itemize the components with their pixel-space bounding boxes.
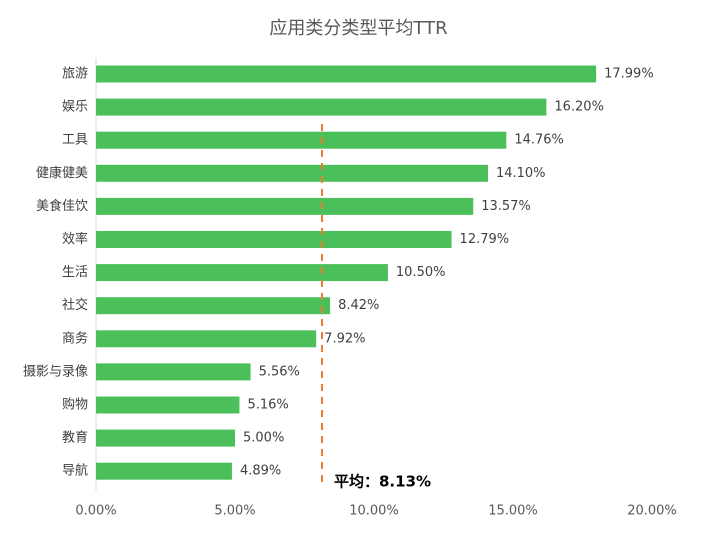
x-tick-label: 20.00%	[627, 504, 677, 519]
bar	[96, 297, 331, 315]
data-label: 13.57%	[481, 199, 531, 214]
bar	[96, 363, 251, 381]
category-label: 商务	[62, 330, 88, 346]
bar	[96, 98, 547, 116]
x-tick-label: 5.00%	[214, 504, 255, 519]
x-tick-label: 0.00%	[75, 504, 116, 519]
data-label: 10.50%	[396, 265, 446, 280]
bar	[96, 65, 597, 83]
category-label: 效率	[62, 231, 88, 247]
data-label: 4.89%	[240, 464, 281, 479]
bar	[96, 197, 474, 215]
data-label: 12.79%	[460, 232, 510, 247]
x-tick-label: 15.00%	[488, 504, 538, 519]
data-label: 8.42%	[338, 298, 379, 313]
category-label: 美食佳饮	[36, 198, 88, 214]
data-label: 14.10%	[496, 166, 546, 181]
bar	[96, 231, 452, 248]
bar	[96, 164, 488, 182]
data-label: 16.20%	[554, 100, 604, 115]
data-label: 5.16%	[247, 398, 288, 413]
category-label: 生活	[62, 265, 88, 280]
bar	[96, 330, 317, 348]
average-label: 平均：8.13%	[334, 473, 431, 491]
category-label: 摄影与录像	[23, 364, 88, 379]
x-tick-label: 10.00%	[349, 504, 399, 519]
category-label: 旅游	[62, 67, 88, 82]
data-label: 17.99%	[604, 67, 654, 82]
category-label: 工具	[62, 133, 88, 148]
category-label: 社交	[62, 297, 88, 313]
bar	[96, 131, 507, 149]
category-label: 导航	[62, 463, 88, 479]
bar	[96, 264, 388, 282]
bar	[96, 396, 240, 414]
category-label: 购物	[62, 397, 88, 413]
data-label: 5.00%	[243, 431, 284, 446]
data-label: 5.56%	[259, 364, 300, 379]
category-label: 健康健美	[36, 165, 88, 181]
data-label: 14.76%	[514, 133, 564, 148]
data-label: 7.92%	[324, 331, 365, 346]
bar	[96, 429, 235, 447]
bar	[96, 462, 232, 480]
chart-title: 应用类分类型平均TTR	[269, 18, 448, 39]
category-label: 娱乐	[62, 100, 88, 115]
category-label: 教育	[62, 430, 88, 446]
